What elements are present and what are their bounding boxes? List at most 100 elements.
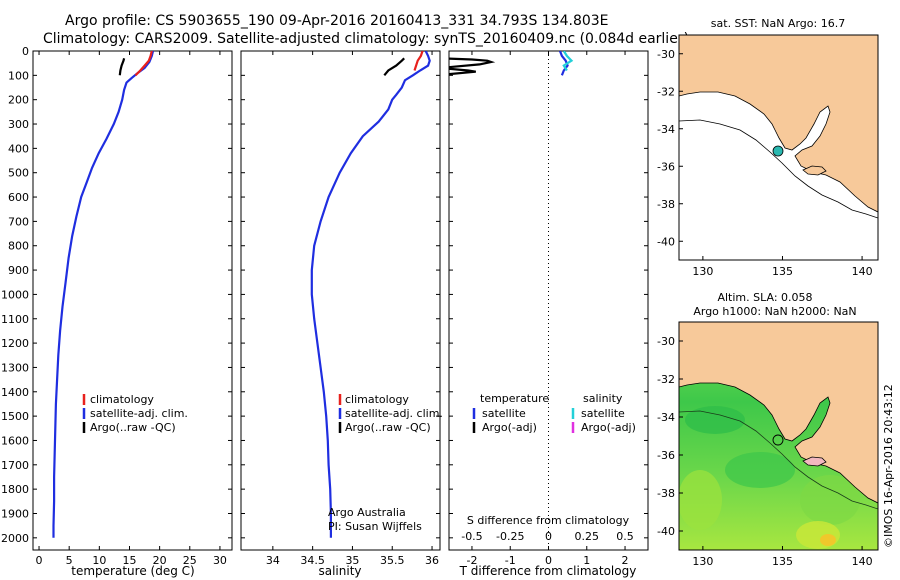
x-tick-label: 0	[36, 554, 43, 567]
y-tick-label: 1200	[1, 337, 29, 350]
salinity-xlabel: salinity	[318, 564, 361, 578]
map-sst-title: sat. SST: NaN Argo: 16.7	[711, 17, 845, 30]
series-line	[134, 51, 153, 77]
x-tick-label: 36	[425, 554, 439, 567]
y-tick-label: -38	[657, 487, 675, 500]
salinity-annotation-line1: Argo Australia	[328, 506, 406, 519]
map-sla-frame	[678, 321, 879, 551]
y-tick-label: -30	[657, 335, 675, 348]
series-line	[383, 57, 405, 77]
y-tick-label: 1300	[1, 361, 29, 374]
y-tick-label: -30	[657, 48, 675, 61]
x-tick-label: 140	[852, 555, 873, 568]
legend-label-satellite: satellite-adj. clim.	[345, 407, 443, 420]
y-tick-label: 1400	[1, 386, 29, 399]
salinity-panel-frame	[240, 50, 441, 551]
y-tick-label: 700	[8, 215, 29, 228]
y-tick-label: 1900	[1, 507, 29, 520]
map-sla-patch	[725, 452, 795, 488]
y-tick-label: 1700	[1, 459, 29, 472]
y-tick-label: 1000	[1, 288, 29, 301]
map-sla-title-line1: Altim. SLA: 0.058	[717, 291, 812, 304]
map-sla: Altim. SLA: 0.058 Argo h1000: NaN h2000:…	[657, 291, 879, 568]
x-tick-label: 140	[852, 265, 873, 278]
x-tick-label: 130	[692, 265, 713, 278]
legend-label-argo: Argo(..raw -QC)	[345, 421, 431, 434]
difference-plot: -2 -1 0 1 2 -0.5 -0.25 0 0.25 0.5	[288, 50, 648, 567]
y-tick-label: 300	[8, 118, 29, 131]
x-tick-label: 2	[622, 554, 629, 567]
x-tick-label: 10	[92, 554, 106, 567]
y-tick-label: 1800	[1, 483, 29, 496]
map-sla-kangaroo-island	[802, 456, 827, 467]
temperature-xlabel: temperature (deg C)	[71, 564, 194, 578]
map-sla-ticks: 130 135 140 -30 -32 -34 -36 -38 -40	[657, 335, 873, 568]
x-tick-label: 135	[772, 265, 793, 278]
legend-header-temperature: temperature	[480, 392, 549, 405]
map-sst: sat. SST: NaN Argo: 16.7 130 135 140 -30 -32…	[657, 17, 879, 278]
legend-label-s-satellite: satellite	[581, 407, 625, 420]
credit-text: ©IMOS 16-Apr-2016 20:43:12	[882, 384, 895, 548]
legend-label-t-satellite: satellite	[482, 407, 526, 420]
temperature-plot: 0 100 200 300 400 500 600 700 800 900 1000 1100 1200…	[1, 45, 232, 567]
y-tick-label: -34	[657, 411, 675, 424]
map-sst-land	[679, 35, 878, 213]
y-tick-label: 100	[8, 69, 29, 82]
x2-tick-label: 0.5	[616, 530, 634, 543]
salinity-legend: climatology satellite-adj. clim. Argo(..…	[338, 393, 443, 434]
series-line	[288, 61, 426, 78]
y-tick-label: 1100	[1, 313, 29, 326]
y-tick-label: -34	[657, 123, 675, 136]
map-sla-patch	[679, 470, 722, 530]
x-tick-label: 5	[66, 554, 73, 567]
x-tick-label: 1	[583, 554, 590, 567]
y-tick-label: -32	[657, 85, 675, 98]
y-tick-label: 1500	[1, 410, 29, 423]
y-tick-label: 1600	[1, 434, 29, 447]
series-line	[118, 58, 126, 76]
x-tick-label: -2	[466, 554, 477, 567]
series-line	[52, 51, 155, 538]
y-tick-label: -36	[657, 449, 675, 462]
map-sla-title-line2: Argo h1000: NaN h2000: NaN	[693, 305, 856, 318]
x-tick-label: 34.5	[300, 554, 325, 567]
map-sst-shelf-contour	[679, 119, 878, 219]
x2-tick-label: 0	[545, 530, 552, 543]
y-tick-label: -38	[657, 198, 675, 211]
difference-top-xlabel: S difference from climatology	[467, 514, 630, 527]
y-tick-label: 900	[8, 264, 29, 277]
y-tick-label: 400	[8, 142, 29, 155]
legend-label-climatology: climatology	[90, 393, 154, 406]
x-tick-label: 30	[213, 554, 227, 567]
legend-label-s-argo: Argo(-adj)	[581, 421, 636, 434]
legend-header-salinity: salinity	[583, 392, 623, 405]
y-tick-label: -40	[657, 525, 675, 538]
x-tick-label: 25	[183, 554, 197, 567]
y-tick-label: -40	[657, 235, 675, 248]
series-line	[413, 51, 424, 71]
map-sla-shelf-contour	[679, 410, 878, 510]
map-sst-profile-marker	[772, 145, 784, 157]
x2-tick-label: 0.25	[575, 530, 600, 543]
x-tick-label: 35.5	[380, 554, 405, 567]
map-sla-patch	[685, 406, 745, 434]
legend-label-satellite: satellite-adj. clim.	[90, 407, 188, 420]
y-tick-label: 800	[8, 240, 29, 253]
legend-label-t-argo: Argo(-adj)	[482, 421, 537, 434]
x-tick-label: 135	[772, 555, 793, 568]
x-tick-label: 34	[266, 554, 280, 567]
y-tick-label: 200	[8, 94, 29, 107]
x-tick-label: 35	[345, 554, 359, 567]
chart-title-line2: Climatology: CARS2009. Satellite-adjuste…	[43, 31, 689, 47]
y-tick-label: 500	[8, 167, 29, 180]
salinity-annotation-line2: PI: Susan Wijffels	[328, 520, 422, 533]
x2-tick-label: -0.5	[461, 530, 482, 543]
map-sla-patch	[820, 534, 836, 546]
x-tick-label: 130	[692, 555, 713, 568]
legend-label-climatology: climatology	[345, 393, 409, 406]
map-sst-ticks: 130 135 140 -30 -32 -34 -36 -38 -40	[657, 48, 873, 278]
y-tick-label: 600	[8, 191, 29, 204]
map-sst-frame	[678, 34, 879, 261]
map-sla-patch	[796, 521, 840, 549]
map-sla-patch	[800, 475, 860, 525]
